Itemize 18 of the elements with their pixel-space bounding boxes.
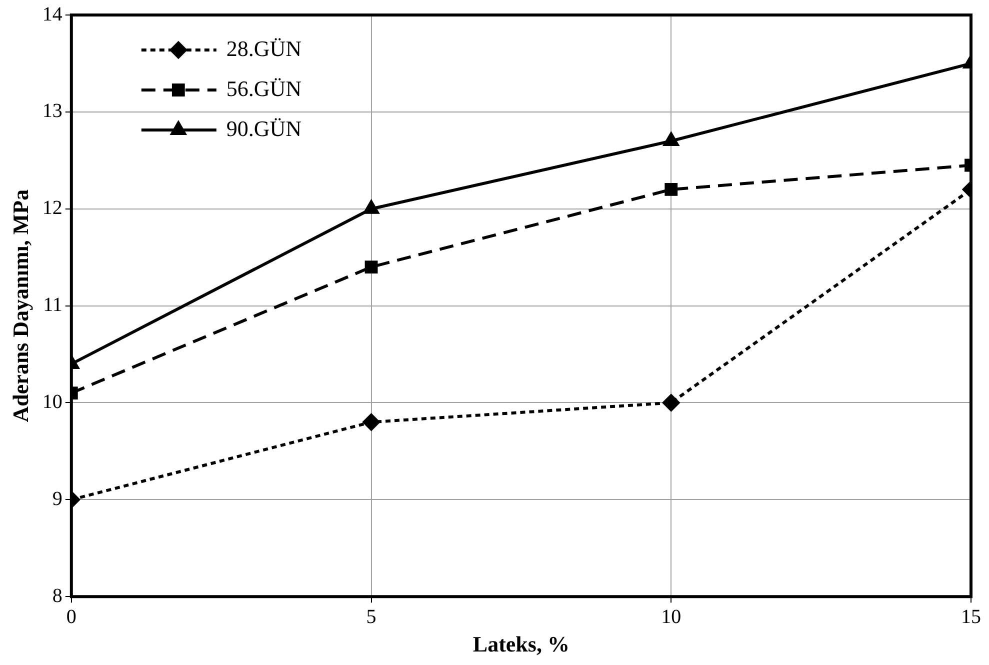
x-tick-label: 0 [66,606,76,628]
y-tick-label: 8 [52,584,62,607]
legend-label: 28.GÜN [226,36,302,61]
x-tick-label: 5 [366,606,376,628]
y-axis-title: Aderans Dayanımı, MPa [8,189,33,422]
y-tick-label: 13 [42,100,62,122]
x-tick-label: 15 [961,606,981,628]
x-axis-title: Lateks, % [472,631,570,656]
point [364,200,379,214]
x-tick-label: 10 [661,606,682,628]
y-tick-label: 12 [42,197,62,220]
y-tick-label: 10 [42,390,62,413]
y-tick-label: 11 [43,294,62,316]
y-tick-label: 9 [52,488,62,510]
y-tick-label: 14 [42,3,62,26]
legend-label: 56.GÜN [226,76,302,101]
legend-label: 90.GÜN [226,116,302,141]
point [664,132,679,146]
